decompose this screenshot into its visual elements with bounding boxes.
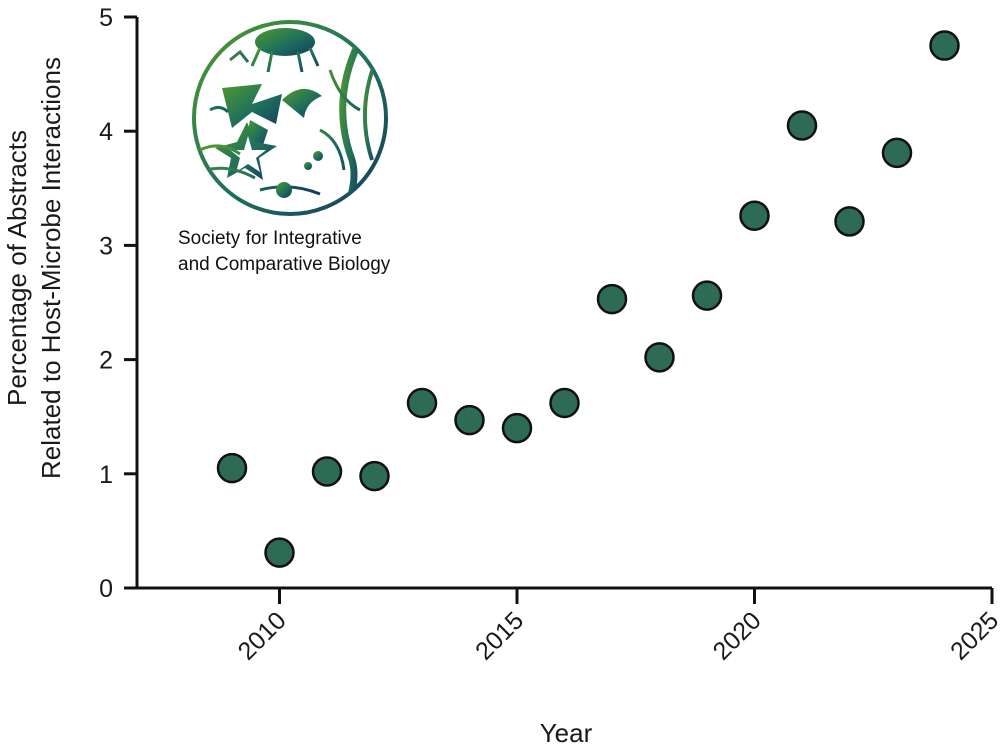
x-tick-label: 2015	[470, 606, 529, 665]
logo-emblem-art	[199, 28, 378, 212]
data-point	[216, 452, 248, 484]
data-point	[501, 412, 533, 444]
data-point	[549, 387, 580, 419]
data-point	[596, 283, 628, 315]
data-point	[929, 30, 960, 61]
data-point	[264, 537, 295, 568]
y-tick-label: 4	[99, 118, 113, 146]
data-point	[881, 137, 913, 169]
x-tick-label: 2025	[945, 606, 1000, 665]
data-point	[644, 342, 675, 373]
data-point	[786, 110, 818, 141]
logo-text-line1: Society for Integrative	[178, 228, 362, 249]
y-tick-label: 1	[99, 461, 113, 489]
data-point	[406, 387, 438, 419]
data-point	[834, 206, 865, 237]
y-tick-label: 0	[99, 575, 113, 603]
y-axis-title-line2: Related to Host-Microbe Interactions	[36, 57, 66, 479]
x-tick-label: 2020	[708, 606, 767, 665]
x-axis-ticks: 2010 2015 2020 2025	[233, 588, 1000, 666]
x-axis-title: Year	[540, 718, 593, 748]
y-tick-label: 5	[99, 4, 113, 32]
y-axis-title-line1: Percentage of Abstracts	[2, 130, 32, 406]
logo-emblem-circle	[192, 20, 388, 216]
data-points	[216, 30, 960, 568]
x-tick-label: 2010	[233, 606, 292, 665]
society-logo: Society for Integrative and Comparative …	[178, 20, 391, 275]
data-point	[739, 200, 770, 231]
data-point	[691, 280, 723, 311]
data-point	[359, 460, 390, 492]
y-axis-ticks: 0 1 2 3 4 5	[99, 4, 137, 603]
logo-text-line2: and Comparative Biology	[178, 254, 391, 275]
y-tick-label: 2	[99, 347, 113, 375]
data-point	[311, 456, 343, 487]
data-point	[454, 404, 485, 436]
y-tick-label: 3	[99, 232, 113, 260]
